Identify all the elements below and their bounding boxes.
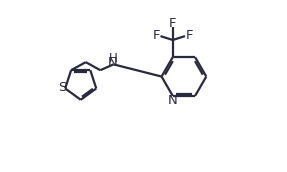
Text: F: F xyxy=(152,29,160,42)
Text: S: S xyxy=(58,81,66,94)
Text: F: F xyxy=(185,29,193,42)
Text: N: N xyxy=(108,56,118,69)
Text: H: H xyxy=(108,52,117,65)
Text: F: F xyxy=(169,17,177,30)
Text: N: N xyxy=(168,94,178,107)
